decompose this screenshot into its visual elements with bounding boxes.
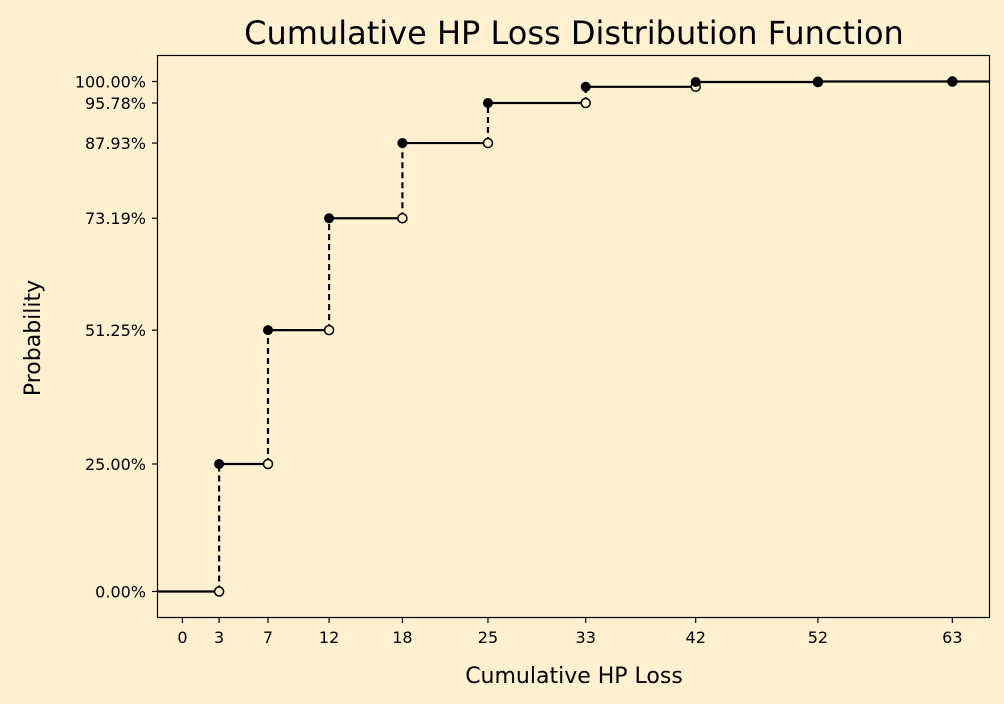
x-tick-label: 18 [392,628,412,647]
y-tick-label: 51.25% [85,321,146,340]
filled-point [482,98,493,109]
filled-point [324,213,335,224]
x-tick-label: 0 [177,628,187,647]
x-tick-label: 52 [808,628,828,647]
x-tick-label: 33 [576,628,596,647]
filled-point [812,76,823,87]
x-tick-label: 7 [263,628,273,647]
open-point [213,586,225,597]
x-axis-label: Cumulative HP Loss [465,664,683,689]
y-tick-label: 87.93% [85,134,146,153]
x-tick-label: 63 [942,628,962,647]
filled-point [397,138,408,149]
open-point [397,212,408,224]
x-tick-label: 3 [214,628,224,647]
plot-frame [156,54,991,619]
filled-point [214,459,225,469]
y-tick-label: 73.19% [85,209,146,228]
filled-point [690,77,701,88]
open-point [482,137,494,149]
open-point [580,97,591,109]
x-tick-label: 42 [686,628,706,647]
plot-layer [158,76,989,597]
chart-title: Cumulative HP Loss Distribution Function [244,14,904,52]
filled-point [580,81,591,92]
filled-point [947,76,958,87]
y-axis-label: Probability [21,280,46,396]
y-tick-label: 25.00% [85,455,146,474]
x-tick-label: 25 [478,628,498,647]
y-tick-label: 0.00% [95,583,146,602]
x-tick-label: 12 [319,628,339,647]
tick-layer: 0 3 7 12 18 25 33 42 52 63 0.00% 25.00% 51.25% 73.19%… [75,73,963,648]
open-point [262,458,274,470]
y-tick-label: 95.78% [85,94,146,113]
y-tick-label: 100.00% [75,73,146,92]
filled-point [262,325,273,336]
open-point [323,324,335,336]
